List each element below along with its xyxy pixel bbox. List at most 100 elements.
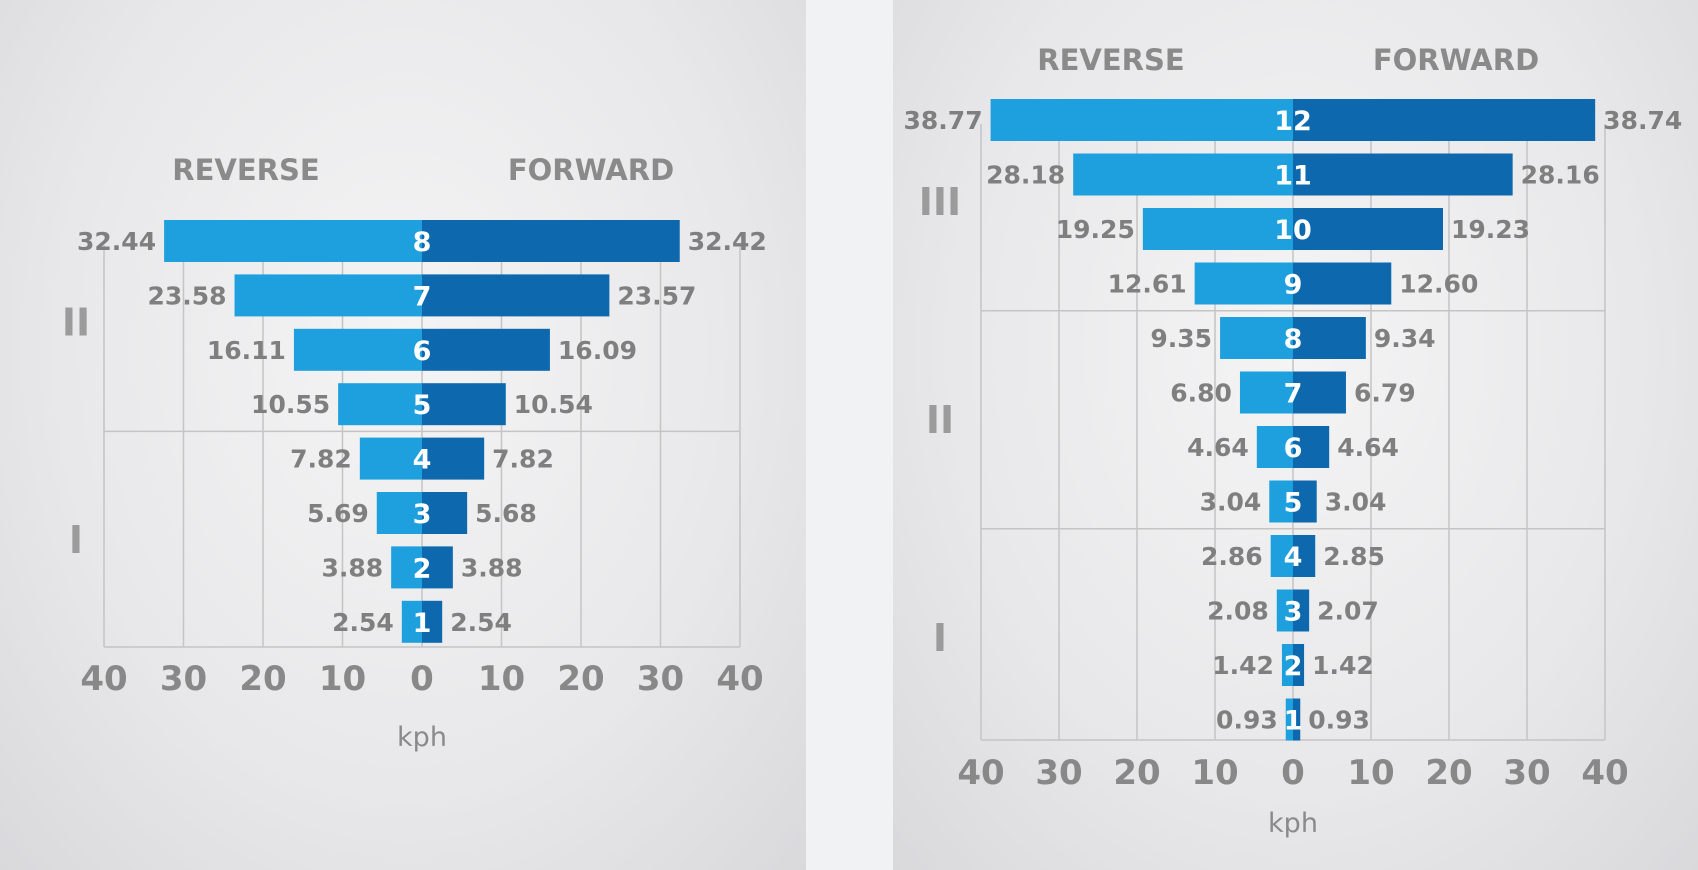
x-tick-label: 0	[1281, 753, 1305, 793]
gear-label-2: 2	[413, 553, 432, 584]
forward-bar-gear-8	[422, 220, 680, 262]
range-label-ii: II	[62, 301, 90, 345]
reverse-value-label: 6.80	[1170, 379, 1232, 408]
reverse-bar-gear-3	[376, 492, 422, 534]
forward-bar-gear-9	[1293, 262, 1392, 305]
forward-bar-gear-2	[422, 546, 453, 589]
gear-label-7: 7	[413, 281, 432, 312]
reverse-value-label: 23.58	[147, 281, 226, 310]
range-label-ii: II	[926, 398, 954, 442]
reverse-value-label: 32.44	[77, 227, 156, 256]
header-reverse: REVERSE	[1037, 43, 1184, 77]
forward-bar-gear-12	[1293, 99, 1596, 141]
forward-value-label: 1.42	[1312, 651, 1374, 680]
gear-label-10: 10	[1274, 215, 1312, 246]
reverse-value-label: 2.86	[1201, 542, 1263, 571]
reverse-value-label: 5.69	[307, 499, 369, 528]
forward-value-label: 32.42	[688, 227, 767, 256]
reverse-bar-gear-5	[1269, 480, 1293, 523]
gear-label-8: 8	[413, 227, 432, 258]
chart-panel-right: III II I REVERSE FORWARD 12 38.77 38.74 11 28.18 2…	[893, 0, 1698, 870]
forward-bar-gear-1	[422, 600, 443, 643]
forward-value-label: 2.85	[1323, 542, 1385, 571]
gear-label-3: 3	[413, 499, 432, 530]
x-tick-label: 30	[160, 659, 207, 699]
gear-label-8: 8	[1284, 324, 1303, 355]
forward-value-label: 5.68	[475, 499, 537, 528]
reverse-value-label: 2.54	[332, 608, 394, 637]
header-forward: FORWARD	[1373, 43, 1539, 77]
x-tick-label: 40	[80, 659, 127, 699]
reverse-bar-gear-1	[1285, 698, 1293, 741]
forward-value-label: 2.54	[450, 608, 512, 637]
x-tick-label: 10	[1191, 753, 1238, 793]
x-tick-label: 10	[319, 659, 366, 699]
x-tick-label: 30	[1035, 753, 1082, 793]
forward-value-label: 3.04	[1325, 488, 1387, 517]
reverse-bar-gear-2	[391, 546, 422, 589]
gear-label-5: 5	[413, 390, 432, 421]
reverse-value-label: 9.35	[1150, 324, 1212, 353]
header-reverse: REVERSE	[172, 153, 319, 187]
gear-label-7: 7	[1284, 379, 1303, 410]
reverse-bar-gear-4	[359, 437, 422, 480]
x-tick-label: 20	[1113, 753, 1160, 793]
reverse-value-label: 10.55	[251, 390, 330, 419]
forward-bar-gear-5	[422, 383, 506, 426]
forward-value-label: 3.88	[461, 553, 523, 582]
reverse-bar-gear-4	[1270, 535, 1293, 577]
x-tick-label: 0	[410, 659, 434, 699]
x-tick-label: 40	[1581, 753, 1628, 793]
reverse-value-label: 1.42	[1212, 651, 1274, 680]
gear-label-3: 3	[1284, 597, 1303, 628]
forward-value-label: 10.54	[514, 390, 593, 419]
forward-value-label: 12.60	[1399, 270, 1478, 299]
reverse-value-label: 7.82	[290, 445, 352, 474]
forward-value-label: 38.74	[1603, 106, 1682, 135]
forward-bar-gear-3	[1293, 589, 1310, 632]
forward-value-label: 9.34	[1374, 324, 1436, 353]
x-tick-label: 10	[478, 659, 525, 699]
reverse-bar-gear-2	[1281, 644, 1293, 686]
reverse-bar-gear-12	[990, 99, 1293, 141]
gear-label-2: 2	[1284, 651, 1303, 682]
forward-value-label: 19.23	[1451, 215, 1530, 244]
forward-value-label: 28.16	[1521, 161, 1600, 190]
reverse-bar-gear-1	[401, 600, 422, 643]
gear-label-6: 6	[1284, 433, 1303, 464]
reverse-bar-gear-11	[1073, 153, 1293, 196]
forward-bar-gear-2	[1293, 644, 1305, 686]
chart-panel-12-speed-left: II I REVERSE FORWARD 8 32.44 32.42 7 23.58 23.57 6…	[0, 0, 806, 870]
forward-bar-gear-4	[1293, 535, 1316, 577]
reverse-value-label: 2.08	[1207, 597, 1269, 626]
range-label-i: I	[69, 518, 83, 562]
reverse-value-label: 3.88	[321, 553, 383, 582]
reverse-bar-gear-5	[338, 383, 422, 426]
forward-bar-gear-5	[1293, 480, 1317, 523]
forward-value-label: 16.09	[558, 336, 637, 365]
reverse-bar-gear-8	[1220, 317, 1293, 359]
forward-value-label: 23.57	[617, 281, 696, 310]
reverse-value-label: 28.18	[986, 161, 1065, 190]
reverse-bar-gear-7	[1239, 371, 1293, 414]
forward-bar-gear-6	[1293, 426, 1330, 468]
forward-bar-gear-3	[422, 492, 468, 534]
gear-label-11: 11	[1274, 161, 1312, 192]
x-tick-label: 20	[1425, 753, 1472, 793]
reverse-value-label: 38.77	[904, 106, 983, 135]
range-label-iii: III	[919, 180, 961, 224]
x-tick-label: 20	[239, 659, 286, 699]
range-label-i: I	[933, 616, 947, 660]
reverse-value-label: 12.61	[1108, 270, 1187, 299]
forward-value-label: 0.93	[1308, 706, 1370, 735]
gear-label-5: 5	[1284, 488, 1303, 519]
forward-value-label: 6.79	[1354, 379, 1416, 408]
reverse-value-label: 0.93	[1216, 706, 1278, 735]
reverse-bar-gear-3	[1276, 589, 1293, 632]
forward-bar-gear-6	[422, 328, 550, 371]
x-tick-label: 10	[1347, 753, 1394, 793]
forward-bar-gear-4	[422, 437, 485, 480]
header-forward: FORWARD	[508, 153, 674, 187]
